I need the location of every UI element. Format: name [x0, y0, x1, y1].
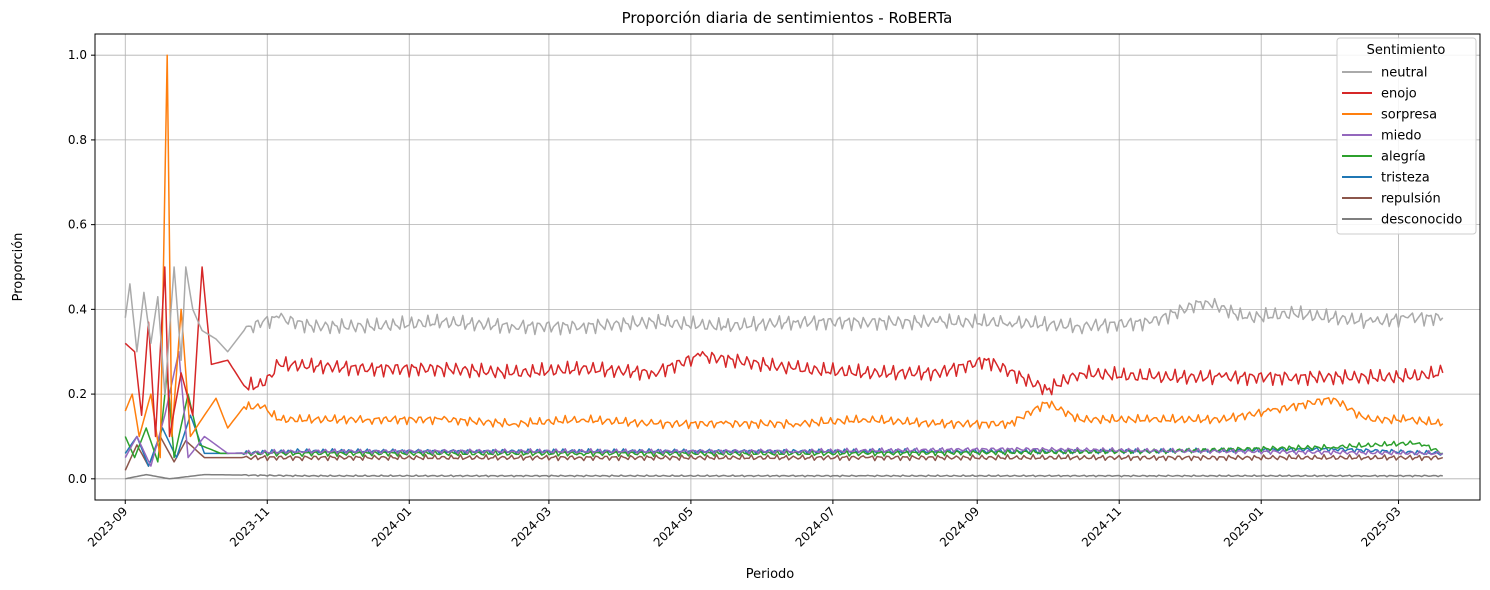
legend-label: repulsión: [1381, 192, 1441, 207]
y-tick-label: 1.0: [68, 48, 87, 62]
y-axis: 0.0 0.2 0.4 0.6 0.8 1.0: [68, 48, 95, 486]
series-line-enojo: [124, 266, 1444, 438]
series-line-miedo: [124, 350, 1444, 467]
legend-label: sorpresa: [1381, 108, 1437, 123]
y-tick-label: 0.6: [68, 218, 87, 232]
chart-title: Proporción diaria de sentimientos - RoBE…: [622, 9, 953, 27]
legend: Sentimiento neutral enojo sorpresa miedo ale…: [1336, 37, 1477, 235]
series-line-desconocido: [125, 473, 1443, 480]
legend-title: Sentimiento: [1367, 43, 1446, 58]
y-tick-label: 0.8: [68, 133, 87, 147]
legend-label: neutral: [1381, 66, 1428, 81]
series-line-repulsión: [124, 435, 1444, 471]
series-line-sorpresa: [124, 54, 1444, 459]
grid-lines: [95, 34, 1480, 500]
legend-box: [1336, 37, 1477, 235]
series-lines: [124, 54, 1444, 480]
plot-frame: [94, 33, 1481, 501]
legend-label: enojo: [1381, 87, 1417, 102]
y-tick-label: 0.0: [68, 472, 87, 486]
y-axis-title: Proporción: [11, 233, 26, 302]
series-line-alegría: [124, 372, 1443, 463]
y-tick-label: 0.4: [68, 302, 87, 316]
x-axis-title: Periodo: [746, 567, 795, 582]
series-line-neutral: [124, 266, 1444, 395]
legend-label: miedo: [1381, 129, 1422, 144]
y-tick-label: 0.2: [68, 387, 87, 401]
legend-label: desconocido: [1381, 213, 1462, 228]
legend-label: tristeza: [1381, 171, 1430, 186]
legend-label: alegría: [1381, 150, 1426, 165]
